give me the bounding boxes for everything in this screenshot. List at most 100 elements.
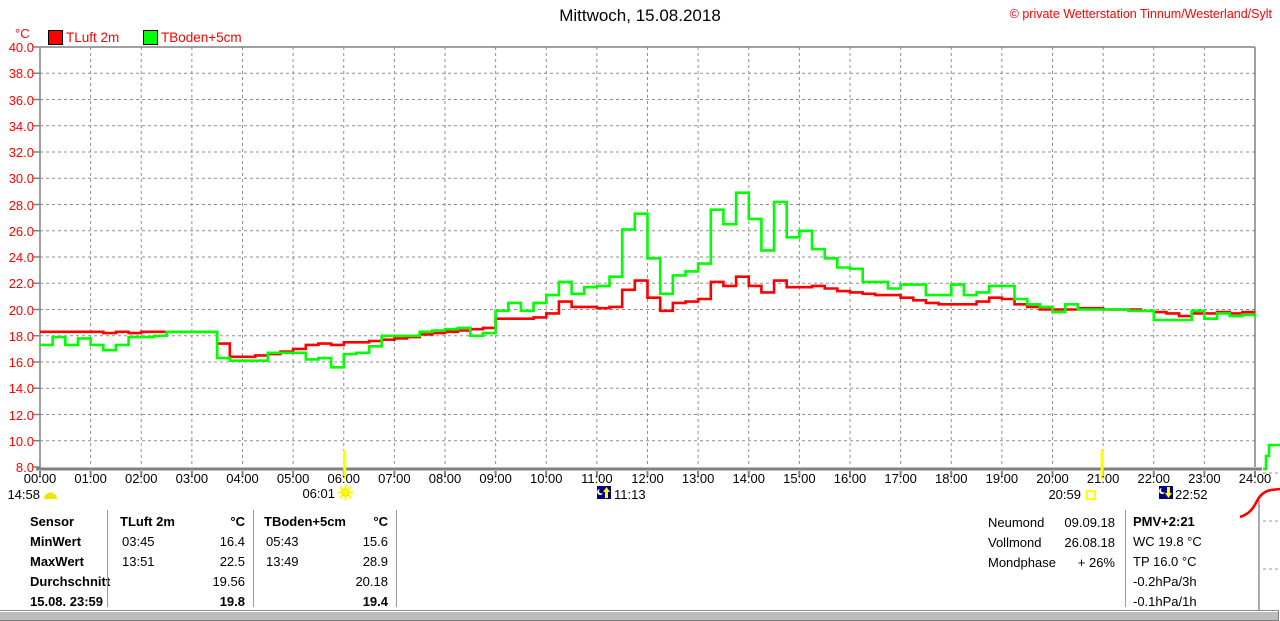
windchill-value: WC 19.8 °C bbox=[1133, 534, 1202, 549]
x-tick-label: 24:00 bbox=[1238, 471, 1272, 486]
y-tick-label: 18.0 bbox=[8, 328, 34, 344]
y-tick-label: 20.0 bbox=[8, 302, 34, 318]
series-line-tboden bbox=[40, 191, 1257, 369]
col2-max-time: 13:49 bbox=[266, 554, 299, 569]
col1-avg-value: 19.56 bbox=[212, 574, 245, 589]
astro-label-vollmond: Vollmond bbox=[988, 535, 1042, 550]
x-tick-label: 10:00 bbox=[529, 471, 563, 486]
y-tick-label: 24.0 bbox=[8, 250, 34, 265]
col2-unit: °C bbox=[373, 514, 388, 529]
col2-min-value: 15.6 bbox=[362, 534, 388, 549]
x-tick-label: 18:00 bbox=[934, 471, 968, 486]
x-tick-label: 22:00 bbox=[1137, 471, 1171, 486]
table-row-label-maxwert: MaxWert bbox=[30, 554, 84, 569]
astro-value-mondphase: + 26% bbox=[1077, 555, 1115, 570]
y-tick-label: 32.0 bbox=[8, 145, 34, 160]
y-tick-label: 40.0 bbox=[8, 40, 34, 55]
sunset-time: 20:59 bbox=[1048, 487, 1081, 502]
col1-min-time: 03:45 bbox=[122, 534, 155, 549]
dewpoint-value: TP 16.0 °C bbox=[1133, 554, 1197, 569]
x-tick-label: 12:00 bbox=[631, 471, 664, 486]
col2-max-value: 28.9 bbox=[362, 554, 388, 569]
chart-title: Mittwoch, 15.08.2018 bbox=[559, 6, 721, 25]
sunrise-sun-icon bbox=[337, 484, 354, 501]
y-tick-label: 28.0 bbox=[8, 197, 34, 213]
y-tick-label: 22.0 bbox=[8, 276, 34, 292]
x-tick-label: 00:00 bbox=[23, 471, 57, 486]
x-tick-label: 02:00 bbox=[124, 471, 158, 486]
x-tick-label: 09:00 bbox=[479, 471, 512, 486]
y-tick-label: 38.0 bbox=[8, 66, 34, 82]
moonset-time: 22:52 bbox=[1175, 487, 1208, 502]
table-separator bbox=[1125, 510, 1126, 607]
x-tick-label: 07:00 bbox=[378, 471, 411, 486]
col1-unit: °C bbox=[230, 514, 245, 529]
x-tick-label: 11:00 bbox=[581, 471, 613, 486]
y-tick-label: 12.0 bbox=[8, 407, 34, 423]
legend-swatch-tluft bbox=[48, 30, 63, 45]
x-tick-label: 19:00 bbox=[985, 471, 1019, 486]
x-tick-label: 03:00 bbox=[175, 471, 209, 486]
y-tick-label: 10.0 bbox=[8, 433, 34, 449]
astro-value-vollmond: 26.08.18 bbox=[1064, 535, 1115, 550]
x-tick-label: 20:00 bbox=[1036, 471, 1069, 486]
x-tick-label: 14:00 bbox=[732, 471, 766, 486]
x-tick-label: 05:00 bbox=[276, 471, 310, 486]
next-day-chart-sliver bbox=[1263, 443, 1280, 471]
col1-header: TLuft 2m bbox=[120, 514, 175, 529]
astro-label-mondphase: Mondphase bbox=[988, 555, 1056, 570]
table-separator bbox=[253, 510, 254, 607]
table-separator bbox=[107, 510, 108, 607]
table-separator bbox=[396, 510, 397, 607]
astro-value-neumond: 09.09.18 bbox=[1064, 515, 1115, 530]
pressure-trend-1h: -0.1hPa/1h bbox=[1133, 594, 1197, 609]
table-row-label-durchschnitt: Durchschnitt bbox=[30, 574, 111, 589]
table-row-label-minwert: MinWert bbox=[30, 534, 82, 549]
sunrise-time: 06:01 bbox=[302, 486, 335, 501]
y-tick-label: 34.0 bbox=[8, 118, 34, 134]
x-tick-label: 13:00 bbox=[681, 471, 715, 486]
next-day-chart-sliver bbox=[1239, 487, 1280, 519]
legend-swatch-tboden bbox=[143, 30, 158, 45]
bottom-scrollbar[interactable] bbox=[0, 610, 1279, 621]
y-tick-label: 30.0 bbox=[8, 171, 34, 187]
x-tick-label: 08:00 bbox=[428, 471, 462, 486]
col1-last-value: 19.8 bbox=[219, 594, 245, 609]
x-tick-label: 16:00 bbox=[833, 471, 867, 486]
x-tick-label: 21:00 bbox=[1086, 471, 1120, 486]
col2-min-time: 05:43 bbox=[266, 534, 299, 549]
table-row-label-sensor: Sensor bbox=[30, 514, 75, 529]
pressure-trend-3h: -0.2hPa/3h bbox=[1133, 574, 1197, 589]
x-tick-label: 04:00 bbox=[226, 471, 259, 486]
pmv-value: PMV+2:21 bbox=[1133, 514, 1195, 529]
y-tick-label: 14.0 bbox=[8, 381, 34, 397]
table-row-label-date: 15.08. 23:59 bbox=[30, 594, 104, 609]
moonrise-time: 11:13 bbox=[614, 487, 646, 502]
col2-last-value: 19.4 bbox=[362, 594, 388, 609]
moonset-icon bbox=[1159, 486, 1173, 499]
moon-event-time: 14:58 bbox=[7, 487, 40, 502]
copyright-text: © private Wetterstation Tinnum/Westerlan… bbox=[1009, 7, 1272, 21]
col2-header: TBoden+5cm bbox=[264, 514, 346, 529]
sunset-icon bbox=[1086, 490, 1096, 500]
col1-max-time: 13:51 bbox=[122, 554, 155, 569]
y-tick-label: 36.0 bbox=[8, 92, 34, 108]
astro-label-neumond: Neumond bbox=[988, 515, 1045, 530]
y-axis-unit-label: °C bbox=[15, 26, 30, 41]
legend-label-tboden: TBoden+5cm bbox=[161, 30, 242, 45]
moon-icon bbox=[44, 492, 57, 499]
moonrise-icon bbox=[597, 486, 611, 499]
y-tick-label: 26.0 bbox=[8, 223, 34, 239]
col1-min-value: 16.4 bbox=[219, 534, 245, 549]
series-line-tluft bbox=[40, 275, 1255, 359]
x-tick-label: 17:00 bbox=[884, 471, 917, 486]
x-tick-label: 23:00 bbox=[1188, 471, 1221, 486]
y-tick-label: 16.0 bbox=[8, 355, 34, 370]
x-tick-label: 06:00 bbox=[327, 471, 361, 486]
y-tick-label: 8.0 bbox=[15, 460, 34, 475]
col1-max-value: 22.5 bbox=[219, 554, 245, 569]
legend-label-tluft: TLuft 2m bbox=[66, 30, 120, 45]
x-tick-label: 15:00 bbox=[783, 471, 816, 486]
